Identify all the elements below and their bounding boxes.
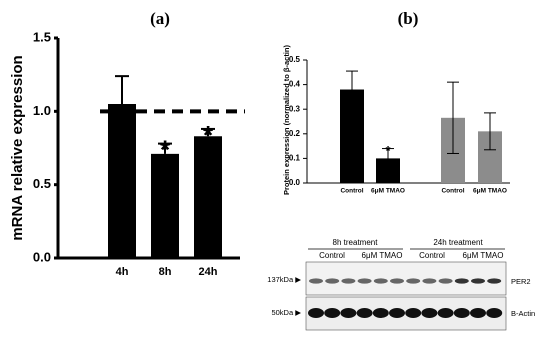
band	[308, 308, 324, 318]
y-tick-label: 1.5	[33, 29, 51, 44]
band	[438, 278, 453, 284]
band	[309, 278, 323, 284]
x-tick-label: Control	[441, 188, 464, 195]
blot-group: 8h treatment	[333, 238, 379, 247]
blot-group: 24h treatment	[433, 238, 483, 247]
blot-marker: 50kDa ▶	[271, 308, 302, 317]
y-tick-label: 0.5	[289, 55, 301, 64]
band	[487, 278, 502, 284]
y-tick-label: 1.0	[33, 103, 51, 118]
band	[421, 308, 438, 318]
band	[324, 308, 341, 318]
band	[372, 308, 389, 318]
y-tick-label: 0.1	[289, 154, 301, 163]
band	[470, 308, 486, 318]
panel-title: (a)	[150, 9, 170, 28]
y-axis-label: Protein expression (normalized to β-acti…	[282, 44, 291, 195]
panel-title: (b)	[398, 9, 419, 28]
bar	[151, 153, 179, 258]
blot-strip	[305, 261, 507, 296]
y-tick-label: 0.5	[33, 176, 51, 191]
y-tick-label: 0.0	[33, 249, 51, 264]
blot-protein: PER2	[511, 277, 531, 286]
band	[437, 308, 454, 318]
band	[422, 278, 437, 284]
blot-condition: Control	[419, 251, 445, 260]
x-tick-label: 6μM TMAO	[371, 188, 405, 195]
lanes	[308, 278, 503, 318]
blot-marker: 137kDa ▶	[267, 275, 302, 284]
band	[406, 278, 421, 284]
band	[405, 308, 422, 318]
band	[341, 278, 356, 284]
x-tick-label: 8h	[159, 266, 172, 278]
y-tick-label: 0.3	[289, 104, 301, 113]
x-tick-label: 6μM TMAO	[473, 188, 507, 195]
blot-condition: Control	[319, 251, 345, 260]
significance-mark: *	[385, 143, 391, 158]
band	[389, 308, 405, 318]
band	[340, 308, 357, 318]
significance-mark: *	[160, 134, 171, 164]
band	[356, 308, 373, 318]
western-blot: 8h treatment 24h treatment Control 6μM T…	[267, 238, 535, 331]
band	[357, 278, 372, 284]
band	[486, 308, 503, 318]
y-tick-label: 0.2	[289, 129, 301, 138]
y-tick-label: 0.0	[289, 178, 301, 187]
x-tick-label: Control	[340, 188, 363, 195]
band	[453, 308, 470, 318]
bar	[194, 136, 222, 258]
y-axis-label: mRNA relative expression	[9, 55, 26, 240]
x-tick-label: 4h	[116, 266, 129, 278]
band	[390, 278, 404, 284]
blot-protein: B-Actin	[511, 309, 535, 318]
band	[471, 278, 485, 284]
band	[373, 278, 388, 284]
bar	[108, 104, 136, 258]
band	[454, 278, 469, 284]
band	[325, 278, 340, 284]
x-tick-label: 24h	[199, 266, 218, 278]
significance-mark: *	[203, 120, 214, 150]
blot-condition: 6μM TMAO	[463, 251, 504, 260]
y-tick-label: 0.4	[289, 80, 301, 89]
blot-condition: 6μM TMAO	[362, 251, 403, 260]
